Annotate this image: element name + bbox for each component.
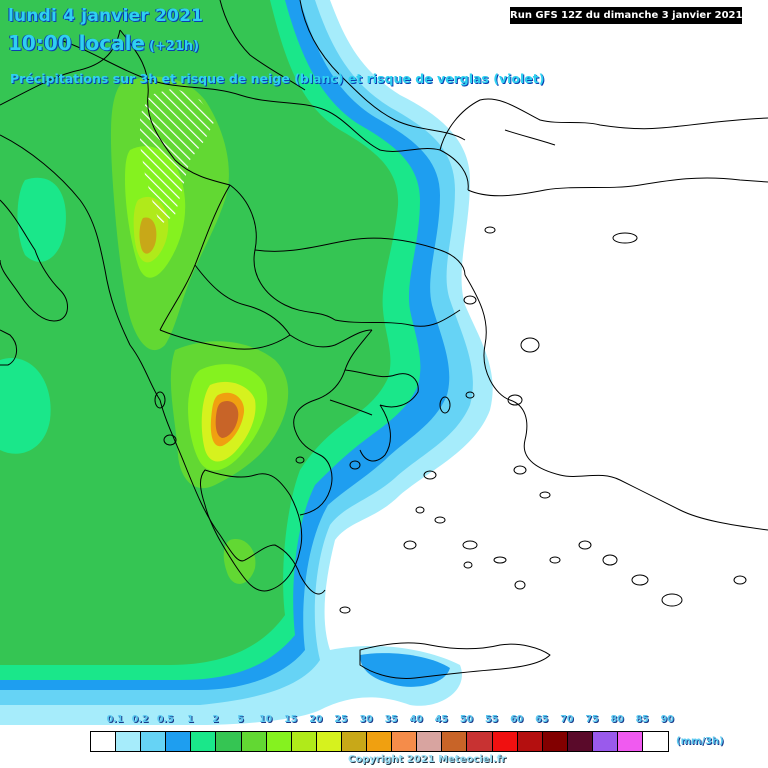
legend-swatch <box>442 732 468 751</box>
legend-label: 2 <box>212 714 219 725</box>
legend-swatch <box>141 732 167 751</box>
local-time: 10:00 locale <box>8 31 145 55</box>
legend-swatch <box>542 732 568 751</box>
legend-swatch <box>266 732 292 751</box>
legend-unit: (mm/3h) <box>676 736 724 747</box>
legend-color-bar <box>90 731 670 752</box>
legend-label: 55 <box>484 714 499 725</box>
legend-swatch <box>316 732 342 751</box>
legend-label: 15 <box>284 714 298 725</box>
legend-swatch <box>592 732 618 751</box>
legend-label: 10 <box>259 714 273 725</box>
legend-label: 25 <box>334 714 348 725</box>
legend-swatch <box>166 732 192 751</box>
legend-label: 50 <box>459 714 474 725</box>
legend-label: 60 <box>510 714 524 725</box>
legend-swatch <box>241 732 267 751</box>
borders-and-coastlines <box>0 0 768 679</box>
map-subtitle: Précipitations sur 3h et risque de neige… <box>10 71 545 86</box>
legend-swatch <box>643 732 669 751</box>
legend-label: 85 <box>635 714 649 725</box>
legend-swatch <box>567 732 593 751</box>
legend-label: 0.1 <box>106 714 124 725</box>
legend-label: 45 <box>434 714 449 725</box>
legend-label: 5 <box>237 714 244 725</box>
snow-risk-hatching <box>140 88 215 225</box>
legend-labels: 0.1 0.2 0.5 1 2 5 10 15 20 25 30 35 40 45 50 55 60 65 70 75… <box>90 714 674 728</box>
legend-label: 20 <box>309 714 323 725</box>
legend-label: 35 <box>384 714 398 725</box>
forecast-hour: (+21h) <box>149 39 200 54</box>
model-run-info: Run GFS 12Z du dimanche 3 janvier 2021 <box>510 7 742 24</box>
legend-label: 80 <box>610 714 624 725</box>
legend-swatch <box>341 732 368 751</box>
precip-layer-yellow <box>133 196 256 462</box>
legend-swatch <box>492 732 518 751</box>
legend-label: 65 <box>535 714 549 725</box>
legend-swatch <box>91 732 117 751</box>
legend-swatch <box>392 732 418 751</box>
forecast-date: lundi 4 janvier 2021 <box>8 6 204 26</box>
aegean-islands <box>154 226 747 614</box>
legend-swatch <box>116 732 142 751</box>
legend-swatch <box>367 732 393 751</box>
legend-label: 0.2 <box>131 714 149 725</box>
legend-swatch <box>216 732 242 751</box>
legend-swatch <box>517 732 543 751</box>
legend-swatch <box>191 732 217 751</box>
legend-label: 70 <box>560 714 574 725</box>
legend-label: 1 <box>187 714 194 725</box>
legend-label: 30 <box>359 714 373 725</box>
legend-swatch <box>617 732 644 751</box>
legend-label: 75 <box>585 714 599 725</box>
legend-label: 0.5 <box>156 714 174 725</box>
copyright-text: Copyright 2021 Meteociel.fr <box>348 754 506 765</box>
forecast-time: 10:00 locale (+21h) <box>8 31 199 55</box>
legend-swatch <box>291 732 317 751</box>
legend-label: 40 <box>409 714 423 725</box>
legend-swatch <box>467 732 493 751</box>
legend-label: 90 <box>660 714 674 725</box>
legend-swatch <box>417 732 443 751</box>
